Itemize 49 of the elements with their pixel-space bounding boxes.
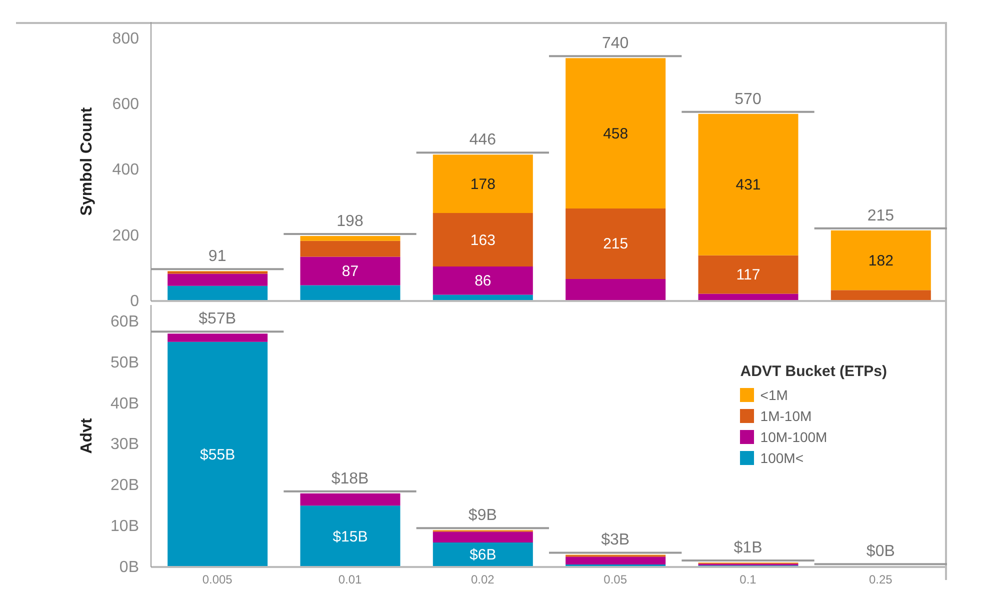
legend-label: 100M< — [760, 450, 804, 466]
y-tick-label: 30B — [110, 436, 139, 454]
y-tick-label: 800 — [112, 30, 140, 48]
legend-title: ADVT Bucket (ETPs) — [740, 363, 887, 380]
y-tick-label: 50B — [110, 354, 139, 372]
total-label: $57B — [198, 310, 236, 328]
total-label: 446 — [469, 132, 496, 149]
data-label: 431 — [736, 176, 761, 194]
total-label: 570 — [734, 90, 762, 108]
total-label: 91 — [208, 248, 226, 266]
y-tick-label: 20B — [110, 477, 139, 494]
x-tick-label: 0.02 — [470, 572, 495, 587]
data-label: 178 — [470, 176, 496, 193]
total-label: $3B — [601, 532, 630, 549]
y-tick-label: 400 — [112, 162, 140, 179]
y-tick-label: 200 — [112, 227, 140, 244]
y-tick-label: 60B — [110, 313, 139, 330]
data-label: 117 — [736, 266, 760, 284]
legend-label: 10M-100M — [760, 428, 828, 444]
y-tick-label: 0B — [119, 559, 139, 576]
legend-label: 1M-10M — [760, 408, 812, 424]
total-label: 198 — [336, 213, 364, 230]
total-label: $1B — [734, 539, 762, 556]
data-label: $6B — [470, 546, 496, 564]
y-axis-title: Symbol Count — [78, 106, 96, 216]
x-tick-label: 0.25 — [868, 572, 893, 587]
data-label: 182 — [868, 252, 894, 270]
x-tick-label: 0.1 — [740, 572, 757, 587]
data-label: 86 — [474, 272, 492, 290]
total-label: $0B — [866, 543, 895, 560]
x-tick-label: 0.05 — [604, 572, 628, 587]
total-label: $18B — [331, 470, 369, 488]
y-tick-label: 0 — [130, 293, 140, 310]
data-label: 215 — [603, 236, 628, 253]
x-tick-label: 0.005 — [202, 572, 233, 587]
y-tick-label: 600 — [112, 96, 140, 114]
data-label: 87 — [342, 262, 359, 280]
data-label: $15B — [332, 528, 368, 546]
data-label: $55B — [200, 446, 236, 464]
total-label: $9B — [468, 507, 497, 524]
data-label: 163 — [470, 232, 496, 249]
legend-label: <1M — [760, 386, 788, 402]
y-tick-label: 40B — [110, 395, 139, 412]
total-label: 740 — [602, 35, 629, 52]
y-tick-label: 10B — [110, 518, 139, 536]
total-label: 215 — [867, 207, 894, 224]
y-axis-title: Advt — [78, 418, 96, 454]
data-label: 458 — [603, 125, 628, 142]
x-tick-label: 0.01 — [338, 572, 362, 587]
